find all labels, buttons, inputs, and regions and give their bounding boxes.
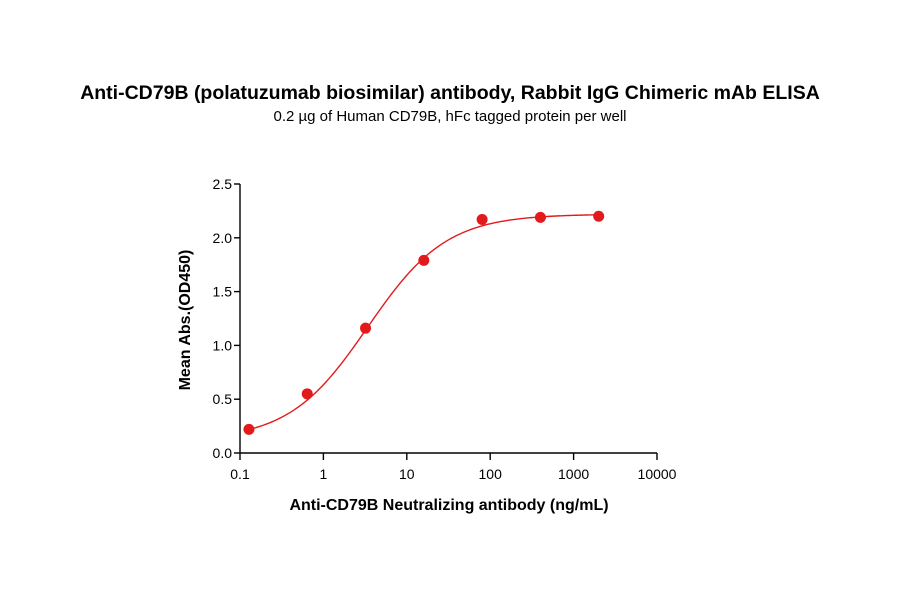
x-tick-label: 1 — [320, 466, 328, 482]
data-point — [360, 322, 372, 334]
y-tick-label: 2.0 — [213, 230, 233, 246]
fit-curve-layer — [248, 214, 599, 431]
x-tick-label: 0.1 — [230, 466, 250, 482]
chart-title: Anti-CD79B (polatuzumab biosimilar) anti… — [80, 82, 820, 104]
data-point — [243, 423, 255, 435]
x-tick-label: 1000 — [558, 466, 589, 482]
y-tick-label: 0.5 — [213, 391, 233, 407]
x-axis-title: Anti-CD79B Neutralizing antibody (ng/mL) — [289, 497, 608, 514]
fit-curve — [248, 214, 599, 431]
y-tick-label: 1.5 — [213, 284, 233, 300]
x-tick-label: 10 — [399, 466, 415, 482]
y-axis-title: Mean Abs.(OD450) — [177, 250, 194, 391]
x-tick-label: 100 — [479, 466, 503, 482]
chart-subtitle: 0.2 µg of Human CD79B, hFc tagged protei… — [273, 108, 627, 125]
data-points-layer — [243, 210, 605, 435]
data-point — [301, 388, 313, 400]
data-point — [534, 211, 546, 223]
y-tick-label: 0.0 — [213, 445, 233, 461]
data-point — [476, 214, 488, 226]
axes: 0.0 0.5 1.0 1.5 2.0 2.5 0.1 1 10 100 1000 10000 — [213, 176, 677, 482]
y-tick-label: 1.0 — [213, 337, 233, 353]
y-tick-label: 2.5 — [213, 176, 233, 192]
x-tick-label: 10000 — [638, 466, 677, 482]
data-point — [593, 210, 605, 222]
data-point — [418, 254, 430, 266]
